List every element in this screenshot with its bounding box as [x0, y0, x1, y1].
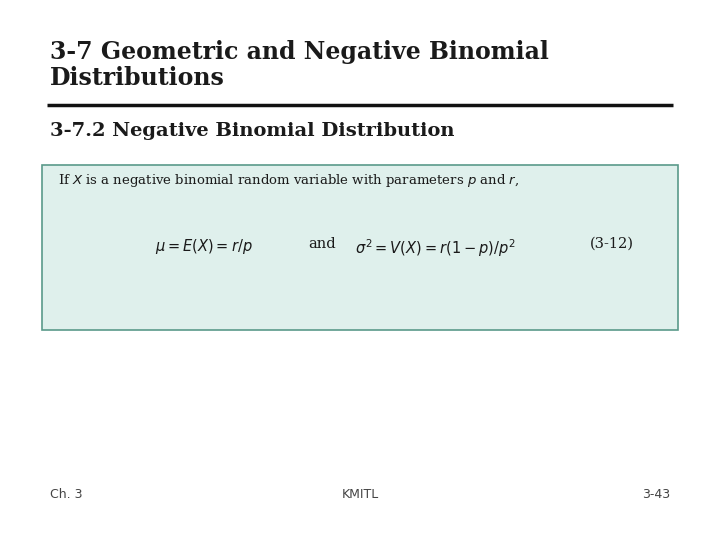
Text: (3-12): (3-12) [590, 237, 634, 251]
Text: Ch. 3: Ch. 3 [50, 488, 83, 501]
Text: 3-43: 3-43 [642, 488, 670, 501]
Text: $\mu = E(X) = r/p$: $\mu = E(X) = r/p$ [155, 237, 253, 256]
Text: 3-7.2 Negative Binomial Distribution: 3-7.2 Negative Binomial Distribution [50, 122, 454, 140]
Text: If $X$ is a negative binomial random variable with parameters $p$ and $r$,: If $X$ is a negative binomial random var… [58, 172, 519, 189]
FancyBboxPatch shape [42, 165, 678, 330]
Text: and: and [308, 237, 336, 251]
Text: KMITL: KMITL [341, 488, 379, 501]
Text: $\sigma^2 = V(X) = r(1-p)/p^2$: $\sigma^2 = V(X) = r(1-p)/p^2$ [355, 237, 516, 259]
Text: 3-7 Geometric and Negative Binomial: 3-7 Geometric and Negative Binomial [50, 40, 549, 64]
Text: Distributions: Distributions [50, 66, 225, 90]
